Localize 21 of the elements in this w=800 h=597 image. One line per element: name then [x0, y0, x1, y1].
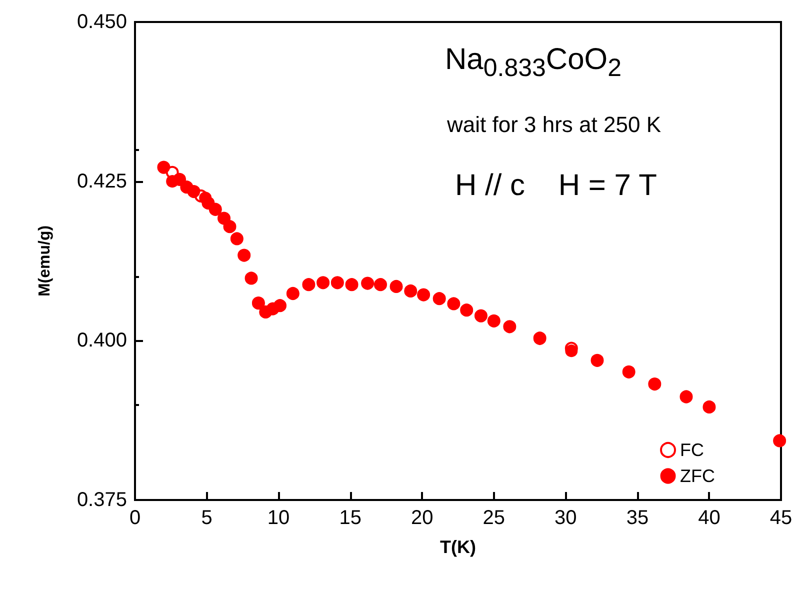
y-axis-title: M(emu/g) — [36, 225, 54, 297]
x-tick-label: 25 — [482, 507, 506, 529]
x-tick-label: 30 — [554, 507, 577, 529]
legend-label: FC — [680, 440, 704, 460]
y-tick-label: 0.400 — [76, 330, 127, 352]
legend-label: ZFC — [680, 466, 716, 486]
annotation: wait for 3 hrs at 250 K — [447, 112, 661, 138]
x-axis-title: T(K) — [440, 537, 476, 557]
x-tick-label: 0 — [129, 507, 141, 529]
y-tick-label: 0.450 — [76, 11, 127, 33]
x-tick-label: 15 — [339, 507, 362, 529]
y-tick-label: 0.425 — [76, 170, 127, 192]
x-tick-label: 40 — [698, 507, 720, 529]
x-tick-label: 45 — [770, 507, 792, 529]
annotation: H // c H = 7 T — [455, 168, 658, 204]
x-tick-label: 20 — [410, 507, 434, 529]
annotation: Na$_{0.833}$CoO$_{2}$ — [445, 42, 622, 83]
x-tick-label: 10 — [267, 507, 290, 529]
x-tick-label: 5 — [201, 507, 212, 529]
x-tick-label: 35 — [626, 507, 649, 529]
y-tick-label: 0.375 — [76, 489, 127, 511]
